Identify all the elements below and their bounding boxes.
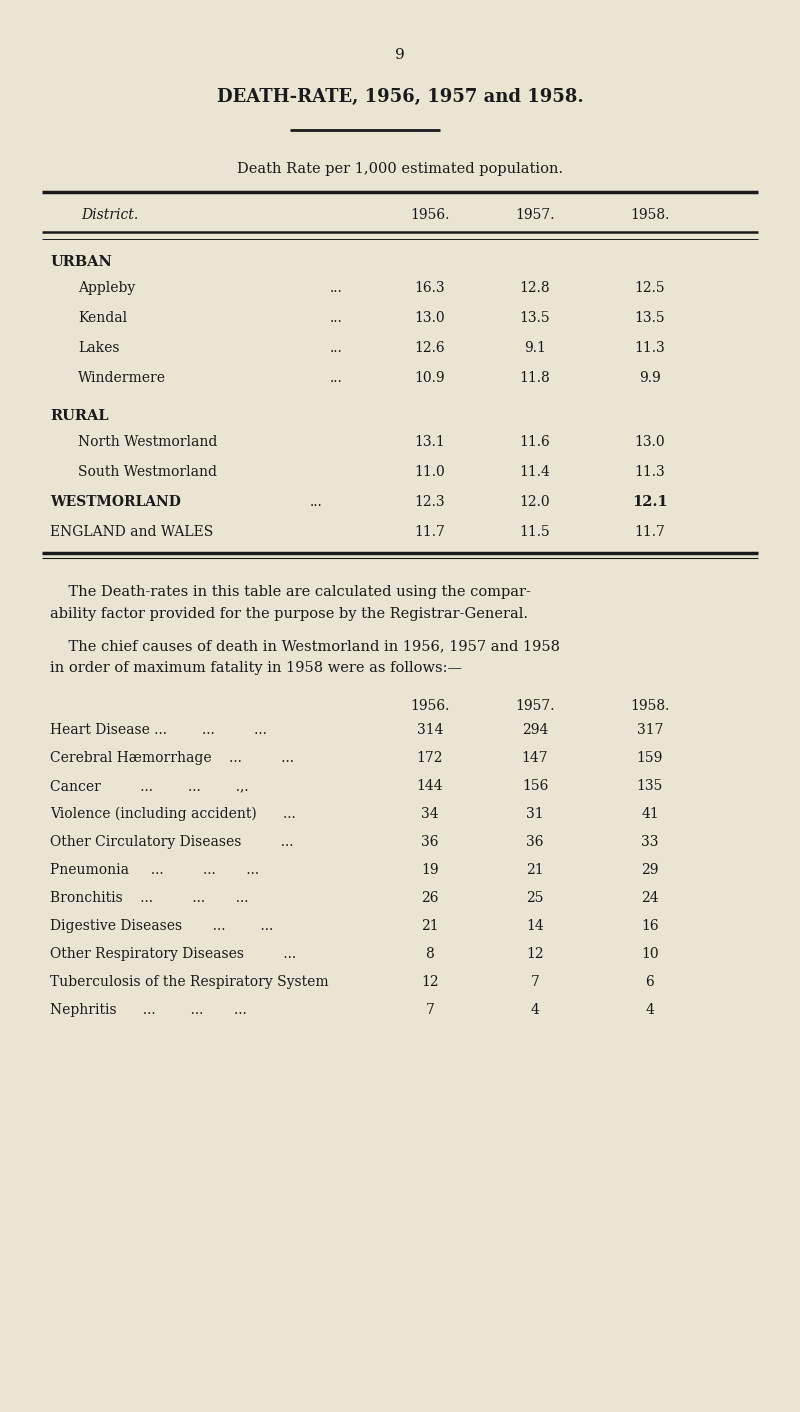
Text: 1957.: 1957.	[515, 699, 554, 713]
Text: Cancer         ...        ...        .,.: Cancer ... ... .,.	[50, 779, 249, 794]
Text: 4: 4	[646, 1003, 654, 1017]
Text: ...: ...	[330, 281, 342, 295]
Text: 9: 9	[395, 48, 405, 62]
Text: ...: ...	[330, 342, 342, 354]
Text: 9.9: 9.9	[639, 371, 661, 385]
Text: 13.5: 13.5	[634, 311, 666, 325]
Text: 21: 21	[421, 919, 439, 933]
Text: Other Circulatory Diseases         ...: Other Circulatory Diseases ...	[50, 834, 294, 849]
Text: South Westmorland: South Westmorland	[78, 465, 217, 479]
Text: 7: 7	[530, 976, 539, 988]
Text: 12.3: 12.3	[414, 496, 446, 508]
Text: 4: 4	[530, 1003, 539, 1017]
Text: Appleby: Appleby	[78, 281, 135, 295]
Text: 11.7: 11.7	[414, 525, 446, 539]
Text: 13.1: 13.1	[414, 435, 446, 449]
Text: Windermere: Windermere	[78, 371, 166, 385]
Text: 11.3: 11.3	[634, 342, 666, 354]
Text: 16: 16	[641, 919, 659, 933]
Text: 135: 135	[637, 779, 663, 794]
Text: 314: 314	[417, 723, 443, 737]
Text: ...: ...	[330, 311, 342, 325]
Text: 13.0: 13.0	[634, 435, 666, 449]
Text: 12: 12	[526, 947, 544, 962]
Text: 7: 7	[426, 1003, 434, 1017]
Text: 8: 8	[426, 947, 434, 962]
Text: Tuberculosis of the Respiratory System: Tuberculosis of the Respiratory System	[50, 976, 329, 988]
Text: 1958.: 1958.	[630, 699, 670, 713]
Text: North Westmorland: North Westmorland	[78, 435, 218, 449]
Text: Violence (including accident)      ...: Violence (including accident) ...	[50, 808, 296, 822]
Text: 172: 172	[417, 751, 443, 765]
Text: 14: 14	[526, 919, 544, 933]
Text: 12.1: 12.1	[632, 496, 668, 508]
Text: 11.0: 11.0	[414, 465, 446, 479]
Text: 19: 19	[421, 863, 439, 877]
Text: ability factor provided for the purpose by the Registrar-General.: ability factor provided for the purpose …	[50, 607, 528, 621]
Text: 12.5: 12.5	[634, 281, 666, 295]
Text: 144: 144	[417, 779, 443, 794]
Text: DEATH-RATE, 1956, 1957 and 1958.: DEATH-RATE, 1956, 1957 and 1958.	[217, 88, 583, 106]
Text: Nephritis      ...        ...       ...: Nephritis ... ... ...	[50, 1003, 246, 1017]
Text: Kendal: Kendal	[78, 311, 127, 325]
Text: 12.6: 12.6	[414, 342, 446, 354]
Text: 33: 33	[642, 834, 658, 849]
Text: 13.5: 13.5	[520, 311, 550, 325]
Text: 147: 147	[522, 751, 548, 765]
Text: 159: 159	[637, 751, 663, 765]
Text: 9.1: 9.1	[524, 342, 546, 354]
Text: 34: 34	[421, 808, 439, 820]
Text: 10: 10	[641, 947, 659, 962]
Text: The Death-rates in this table are calculated using the compar-: The Death-rates in this table are calcul…	[50, 585, 531, 599]
Text: 1957.: 1957.	[515, 208, 554, 222]
Text: Other Respiratory Diseases         ...: Other Respiratory Diseases ...	[50, 947, 296, 962]
Text: ...: ...	[310, 496, 322, 508]
Text: 11.4: 11.4	[519, 465, 550, 479]
Text: 29: 29	[642, 863, 658, 877]
Text: The chief causes of death in Westmorland in 1956, 1957 and 1958: The chief causes of death in Westmorland…	[50, 640, 560, 652]
Text: 11.5: 11.5	[520, 525, 550, 539]
Text: 10.9: 10.9	[414, 371, 446, 385]
Text: 317: 317	[637, 723, 663, 737]
Text: Digestive Diseases       ...        ...: Digestive Diseases ... ...	[50, 919, 274, 933]
Text: 21: 21	[526, 863, 544, 877]
Text: 294: 294	[522, 723, 548, 737]
Text: 24: 24	[641, 891, 659, 905]
Text: Lakes: Lakes	[78, 342, 119, 354]
Text: Death Rate per 1,000 estimated population.: Death Rate per 1,000 estimated populatio…	[237, 162, 563, 176]
Text: 31: 31	[526, 808, 544, 820]
Text: 11.3: 11.3	[634, 465, 666, 479]
Text: ...: ...	[330, 371, 342, 385]
Text: RURAL: RURAL	[50, 409, 109, 424]
Text: 13.0: 13.0	[414, 311, 446, 325]
Text: 12.0: 12.0	[520, 496, 550, 508]
Text: 36: 36	[422, 834, 438, 849]
Text: Cerebral Hæmorrhage    ...         ...: Cerebral Hæmorrhage ... ...	[50, 751, 294, 765]
Text: ENGLAND and WALES: ENGLAND and WALES	[50, 525, 214, 539]
Text: Bronchitis    ...         ...       ...: Bronchitis ... ... ...	[50, 891, 249, 905]
Text: 12.8: 12.8	[520, 281, 550, 295]
Text: WESTMORLAND: WESTMORLAND	[50, 496, 181, 508]
Text: District.: District.	[82, 208, 138, 222]
Text: 26: 26	[422, 891, 438, 905]
Text: 11.7: 11.7	[634, 525, 666, 539]
Text: 156: 156	[522, 779, 548, 794]
Text: 11.8: 11.8	[520, 371, 550, 385]
Text: 41: 41	[641, 808, 659, 820]
Text: 36: 36	[526, 834, 544, 849]
Text: 12: 12	[421, 976, 439, 988]
Text: 1956.: 1956.	[410, 699, 450, 713]
Text: URBAN: URBAN	[50, 256, 112, 270]
Text: in order of maximum fatality in 1958 were as follows:—: in order of maximum fatality in 1958 wer…	[50, 661, 462, 675]
Text: 11.6: 11.6	[520, 435, 550, 449]
Text: 1958.: 1958.	[630, 208, 670, 222]
Text: Pneumonia     ...         ...       ...: Pneumonia ... ... ...	[50, 863, 259, 877]
Text: Heart Disease ...        ...         ...: Heart Disease ... ... ...	[50, 723, 267, 737]
Text: 6: 6	[646, 976, 654, 988]
Text: 1956.: 1956.	[410, 208, 450, 222]
Text: 25: 25	[526, 891, 544, 905]
Text: 16.3: 16.3	[414, 281, 446, 295]
